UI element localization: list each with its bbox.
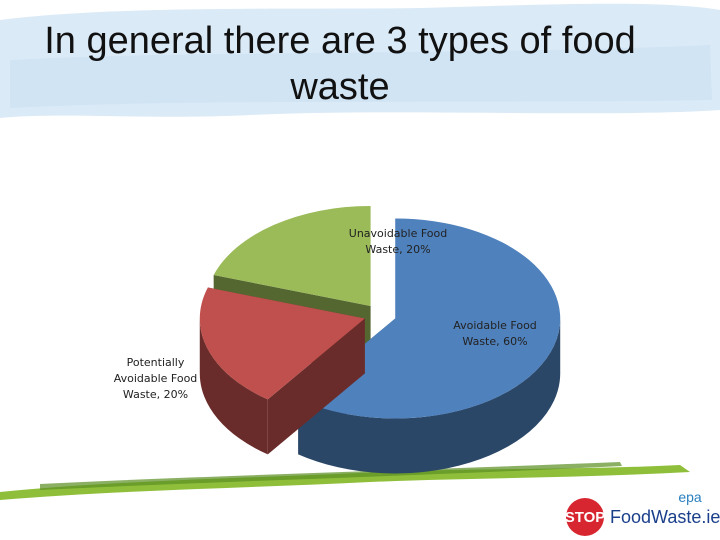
slice	[199, 287, 365, 400]
slice	[213, 205, 371, 306]
pie	[199, 205, 561, 474]
header-brush	[10, 45, 712, 108]
logo-stop: STOP	[565, 509, 606, 526]
data-label: Unavoidable Food Waste, 20%	[348, 227, 448, 256]
slice-wall	[298, 318, 561, 474]
data-label: Avoidable Food Waste, 60%	[453, 319, 537, 348]
logo-site: FoodWaste.ie	[610, 507, 720, 527]
slice-wall	[199, 318, 268, 455]
grass-stroke	[0, 465, 690, 500]
logo-agency: epa	[678, 489, 702, 505]
data-label: Potentially Avoidable Food Waste, 20%	[113, 356, 198, 401]
chart-title: In general there are 3 types of food was…	[44, 20, 636, 108]
logo-apple	[566, 498, 604, 536]
grass-stroke	[40, 462, 622, 490]
